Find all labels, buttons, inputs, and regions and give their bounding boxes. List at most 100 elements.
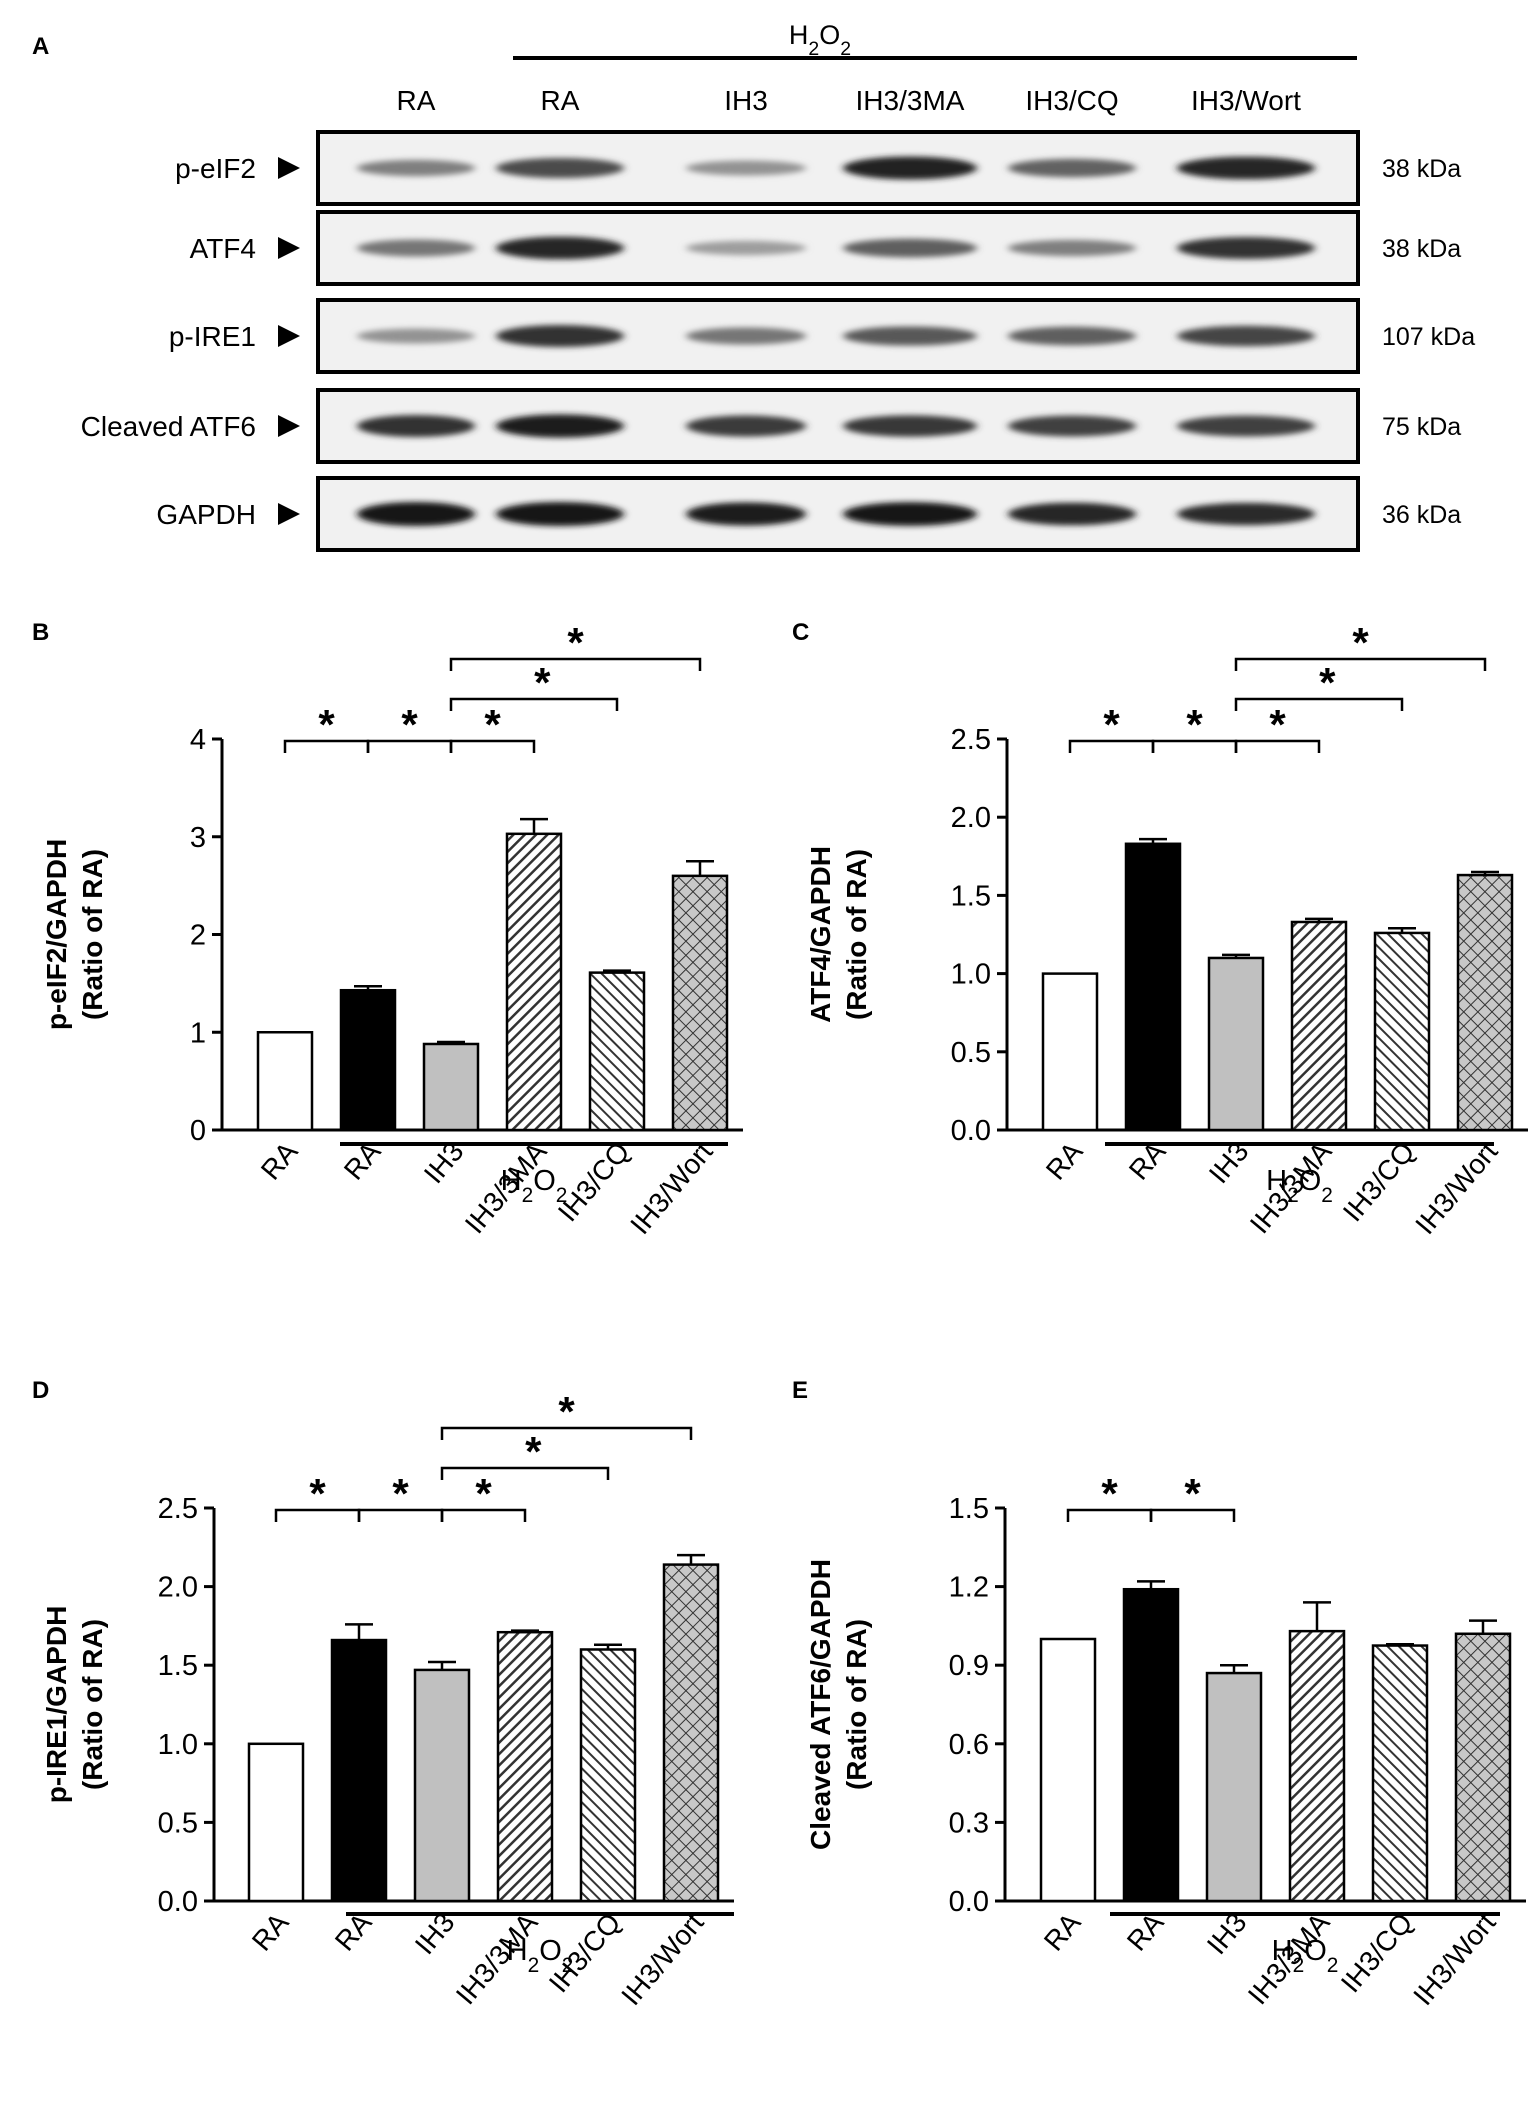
blot-row: p-eIF2 38 kDa — [175, 130, 1461, 206]
y-tick-label: 1 — [190, 1017, 206, 1049]
bar — [579, 1648, 637, 1903]
bar — [1290, 920, 1348, 1132]
significance-star: * — [309, 1470, 326, 1517]
blot-band — [686, 240, 806, 256]
significance-bracket — [1149, 1508, 1236, 1522]
bar — [1122, 1587, 1180, 1903]
blot-protein-label: GAPDH — [156, 499, 256, 530]
blot-row: Cleaved ATF6 75 kDa — [81, 388, 1461, 464]
blot-band — [1008, 326, 1136, 346]
y-tick-label: 0.5 — [158, 1807, 198, 1839]
blot-band — [357, 239, 475, 257]
blot-row-arrow — [278, 237, 300, 259]
blot-band — [496, 414, 624, 438]
y-tick-label: 0.6 — [949, 1729, 989, 1761]
y-tick-label: 1.5 — [951, 880, 991, 912]
bar — [247, 1742, 305, 1903]
blot-band — [686, 160, 806, 176]
treatment-label: H2O2 — [501, 1165, 568, 1207]
significance-star: * — [1184, 1470, 1201, 1517]
blot-row: ATF4 38 kDa — [190, 210, 1461, 286]
significance-bracket — [440, 1508, 527, 1522]
blot-treatment-label: H2O2 — [789, 20, 851, 60]
y-tick-label: 1.2 — [949, 1572, 989, 1604]
blot-band — [1008, 502, 1136, 526]
bar — [1205, 1671, 1263, 1903]
y-tick-label: 0.3 — [949, 1807, 989, 1839]
bar — [1207, 956, 1265, 1132]
bar — [1039, 1637, 1097, 1903]
significance-star: * — [318, 701, 335, 748]
y-tick-label: 3 — [190, 822, 206, 854]
significance-star: * — [392, 1470, 409, 1517]
bar — [330, 1638, 388, 1903]
y-tick-label: 2.5 — [951, 724, 991, 756]
significance-bracket — [440, 1466, 610, 1480]
significance-star: * — [534, 659, 551, 706]
y-tick-label: 2.5 — [158, 1493, 198, 1525]
bar — [1456, 873, 1514, 1132]
y-tick-label: 0.0 — [951, 1115, 991, 1147]
western-blot-panel: A H2O2 RA RA IH3 IH3/3MA IH3/CQ IH3/Wort p-eIF2 3… — [32, 20, 1475, 552]
y-axis-label: Cleaved ATF6/GAPDH (Ratio of RA) — [805, 1559, 872, 1850]
panel-label: E — [792, 1377, 808, 1404]
blot-lane-label: RA — [541, 85, 580, 116]
treatment-label: H2O2 — [1266, 1165, 1333, 1207]
significance-star: * — [401, 701, 418, 748]
blot-kda-label: 38 kDa — [1382, 155, 1461, 183]
x-tick-label: RA — [1038, 1907, 1087, 1957]
treatment-label: H2O2 — [507, 1935, 574, 1977]
significance-bracket — [449, 657, 702, 671]
blot-band — [357, 328, 475, 344]
blot-band — [357, 159, 475, 177]
x-tick-label: RA — [246, 1907, 295, 1957]
blot-band — [1008, 415, 1136, 437]
bar — [1371, 1644, 1429, 1903]
y-tick-label: 0.0 — [158, 1886, 198, 1918]
significance-star: * — [567, 619, 584, 666]
bar — [662, 1563, 720, 1903]
blot-band — [1177, 415, 1315, 437]
bar — [496, 1630, 554, 1903]
y-tick-label: 4 — [190, 724, 206, 756]
bar — [422, 1042, 480, 1132]
significance-bracket — [1234, 697, 1404, 711]
y-tick-label: 0.0 — [949, 1886, 989, 1918]
blot-band — [1177, 325, 1315, 347]
bar — [1041, 972, 1099, 1132]
blot-lane-label: RA — [397, 85, 436, 116]
treatment-label: H2O2 — [1272, 1935, 1339, 1977]
bar — [1454, 1632, 1512, 1903]
blot-protein-label: p-eIF2 — [175, 153, 256, 184]
significance-bracket — [449, 697, 619, 711]
significance-star: * — [1186, 701, 1203, 748]
blot-band — [357, 415, 475, 437]
blot-row: p-IRE1 107 kDa — [169, 298, 1475, 374]
significance-bracket — [1234, 739, 1321, 753]
significance-star: * — [484, 701, 501, 748]
bar — [256, 1031, 314, 1132]
significance-star: * — [525, 1428, 542, 1475]
x-tick-label: IH3/CQ — [1335, 1907, 1419, 1998]
chart-panel-e: E 0.0 0.3 0.6 0.9 1.2 1.5 Cleaved ATF6/GAPDH (Ra… — [792, 1377, 1526, 2011]
y-tick-label: 2.0 — [158, 1572, 198, 1604]
significance-star: * — [558, 1388, 575, 1435]
bar — [339, 988, 397, 1132]
bar — [413, 1668, 471, 1903]
chart-panel-d: D 0.0 0.5 1.0 1.5 2.0 2.5 p-IRE1/GAPDH (Ratio of… — [32, 1377, 734, 2011]
blot-lane-label: IH3/CQ — [1025, 85, 1118, 116]
chart-panel-c: C 0.0 0.5 1.0 1.5 2.0 2.5 ATF4/GAPDH (Ratio of R… — [792, 619, 1528, 1240]
x-tick-label: IH3/CQ — [1337, 1136, 1421, 1227]
panel-label: C — [792, 619, 809, 646]
x-tick-label: IH3/Wort — [1409, 1136, 1504, 1240]
blot-kda-label: 107 kDa — [1382, 323, 1475, 351]
x-tick-label: IH3/Wort — [1407, 1907, 1502, 2011]
x-tick-label: IH3/CQ — [552, 1136, 636, 1227]
x-tick-label: RA — [255, 1136, 304, 1186]
blot-band — [686, 415, 806, 437]
bar — [671, 874, 729, 1132]
blot-kda-label: 75 kDa — [1382, 413, 1461, 441]
